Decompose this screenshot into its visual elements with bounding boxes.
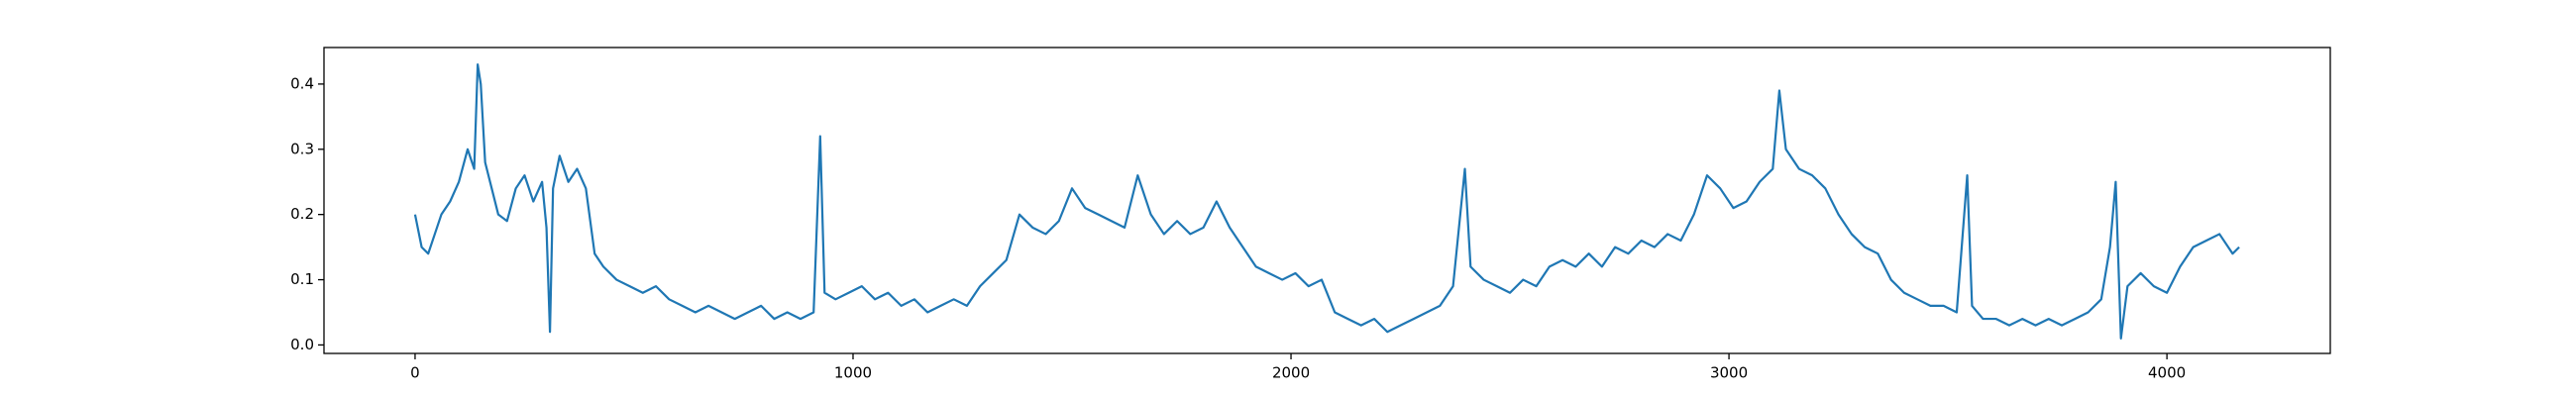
y-tick-label: 0.2 <box>290 205 314 223</box>
data-line <box>413 63 2240 340</box>
x-tick-label: 3000 <box>1710 364 1748 382</box>
x-tick-label: 4000 <box>2148 364 2186 382</box>
y-tick-label: 0.3 <box>290 140 314 157</box>
y-tick-label: 0.0 <box>290 336 314 353</box>
y-tick-label: 0.4 <box>290 74 314 92</box>
x-tick-label: 1000 <box>834 364 872 382</box>
x-tick-label: 2000 <box>1272 364 1310 382</box>
y-tick-label: 0.1 <box>290 270 314 288</box>
axes-frame <box>323 47 2331 354</box>
x-tick-label: 0 <box>410 364 420 382</box>
